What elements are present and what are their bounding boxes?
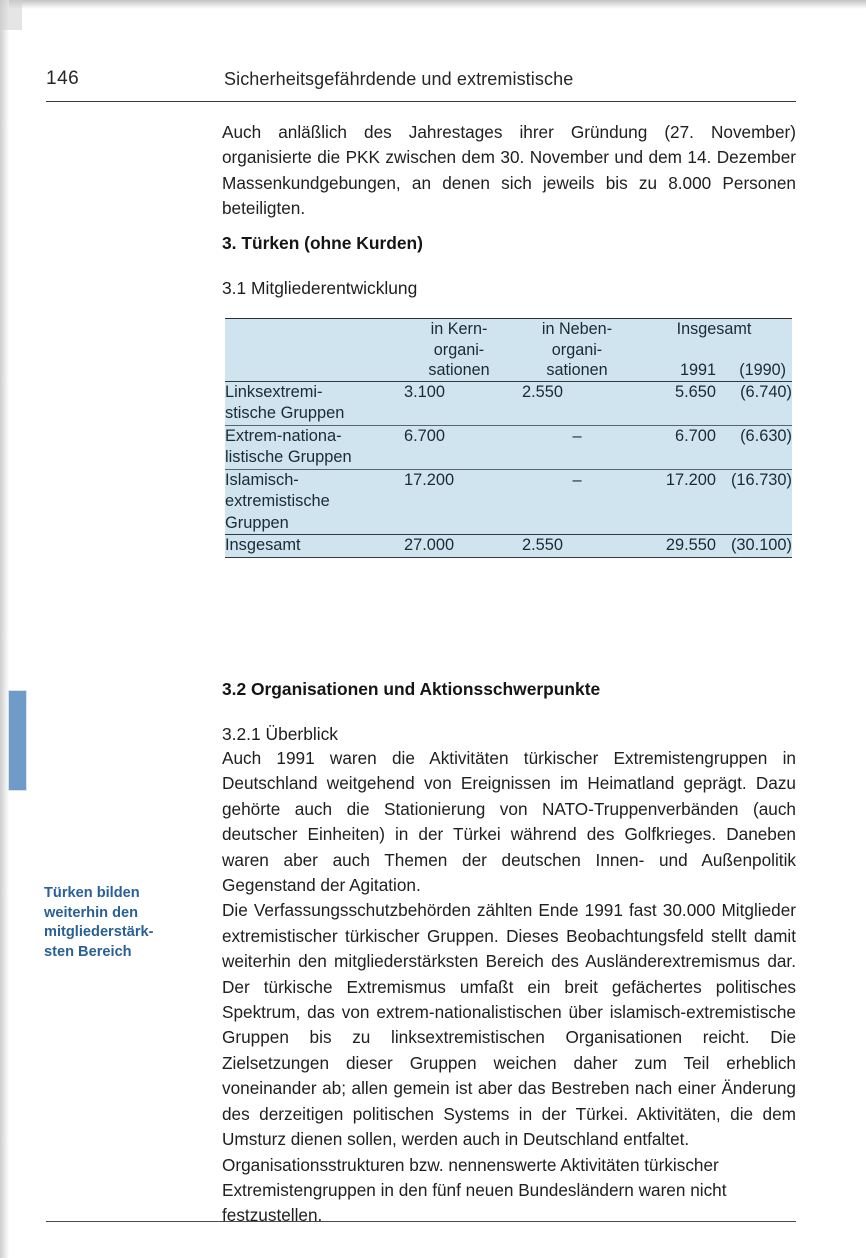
row3-kern-value: 17.200 [404,470,455,489]
body-paragraph-1: Auch 1991 waren die Aktivitäten türkisch… [222,748,796,896]
row2-total-1991: 6.700 [674,426,716,445]
header-rule [46,101,796,102]
header-kern-line2: organi- [433,340,485,359]
row1-total-1991: 5.650 [674,382,716,401]
row3-label-line3: Gruppen [225,513,289,532]
row-label-islamisch-extremistische: Islamisch- extremistische Gruppen [225,469,400,535]
table-header-row: in Kern- organi- sationen in Neben- orga… [225,318,793,382]
body-paragraph-2: Die Verfassungsschutzbehörden zählten En… [222,900,796,1150]
margin-accent-bar [9,691,26,790]
row3-label-line2: extremistische [225,492,330,511]
heading-3-block: 3. Türken (ohne Kurden) [222,231,796,255]
total-row-label: Insgesamt [225,536,301,555]
header-neben-line2: organi- [551,340,603,359]
heading-section-3-2: 3.2 Organisationen und Aktionsschwerpunk… [222,679,601,699]
heading-section-3-2-1: 3.2.1 Überblick [222,724,338,744]
header-neben-line3: sationen [546,361,608,380]
footer-rule [46,1221,796,1222]
header-insgesamt: Insgesamt [676,320,752,338]
scan-edge-top [0,0,866,9]
membership-table-wrap: in Kern- organi- sationen in Neben- orga… [225,318,793,558]
header-blank [225,319,400,382]
table-body: Linksextremi- stische Gruppen 3.100 2.55… [225,381,793,557]
row2-total-1990: (6.630) [740,426,793,445]
heading-3-1-block: 3.1 Mitgliederentwicklung [222,276,796,300]
scan-edge-corner [0,0,22,30]
body-block: 3.2.1 Überblick Auch 1991 waren die Akti… [222,722,796,1229]
margin-note-line-3: mitgliederstärk- [44,924,154,941]
table-row: Islamisch- extremistische Gruppen 17.200… [225,469,793,535]
running-title: Sicherheitsgefährdende und extremistisch… [224,69,574,89]
running-head: 146 Sicherheitsgefährdende und extremist… [46,68,796,92]
total-1990: (30.100) [730,536,793,555]
header-neben-line1: in Neben- [541,320,613,338]
header-insgesamt-group: Insgesamt 1991 (1990) [636,319,792,382]
table-total-row: Insgesamt 27.000 2.550 29.550 (30.100) [225,534,793,557]
header-kern-line3: sationen [428,361,490,380]
total-1991: 29.550 [665,536,716,555]
body-paragraph-3: Organisationsstrukturen bzw. nennenswert… [222,1154,727,1226]
header-year-1990: (1990) [739,361,787,380]
header-nebenorganisationen: in Neben- organi- sationen [518,319,636,382]
table-row: Linksextremi- stische Gruppen 3.100 2.55… [225,381,793,425]
table-bottom-rule [225,556,792,558]
table-head: in Kern- organi- sationen in Neben- orga… [225,318,793,382]
table-row: Extrem-nationa- listische Gruppen 6.700 … [225,425,793,469]
membership-table: in Kern- organi- sationen in Neben- orga… [225,318,793,557]
margin-note-line-4: sten Bereich [44,943,132,960]
row-label-linksextremistische: Linksextremi- stische Gruppen [225,381,400,425]
page-number: 146 [46,68,80,89]
heading-3-2-block: 3.2 Organisationen und Aktionsschwerpunk… [222,677,796,701]
scan-edge-left [0,0,9,1258]
row1-neben-value: 2.550 [522,382,564,401]
row-label-extrem-nationalistische: Extrem-nationa- listische Gruppen [225,425,400,469]
total-kern-value: 27.000 [404,536,455,555]
total-neben-value: 2.550 [522,536,564,555]
row3-total-1991: 17.200 [665,470,716,489]
margin-note-line-2: weiterhin den [44,904,139,921]
row2-label-line2: listische Gruppen [225,448,352,467]
row3-neben-value: – [572,470,582,489]
intro-paragraph: Auch anläßlich des Jahrestages ihrer Grü… [222,122,796,219]
row2-label-line1: Extrem-nationa- [225,426,342,445]
heading-section-3: 3. Türken (ohne Kurden) [222,233,423,253]
row1-label-line2: stische Gruppen [225,404,345,423]
row1-kern-value: 3.100 [404,382,446,401]
header-kern-line1: in Kern- [430,320,488,338]
margin-note-line-1: Türken bilden [44,885,140,901]
row3-label-line1: Islamisch- [225,470,299,489]
row3-total-1990: (16.730) [730,470,793,489]
row1-label-line1: Linksextremi- [225,382,323,401]
row1-total-1990: (6.740) [740,382,793,401]
heading-section-3-1: 3.1 Mitgliederentwicklung [222,278,418,298]
intro-block: Auch anläßlich des Jahrestages ihrer Grü… [222,120,796,222]
margin-note: Türken bilden weiterhin den mitgliederst… [44,884,212,962]
header-year-1991: 1991 [679,361,716,380]
row2-kern-value: 6.700 [404,426,446,445]
row2-neben-value: – [572,426,582,445]
header-kernorganisationen: in Kern- organi- sationen [400,319,518,382]
